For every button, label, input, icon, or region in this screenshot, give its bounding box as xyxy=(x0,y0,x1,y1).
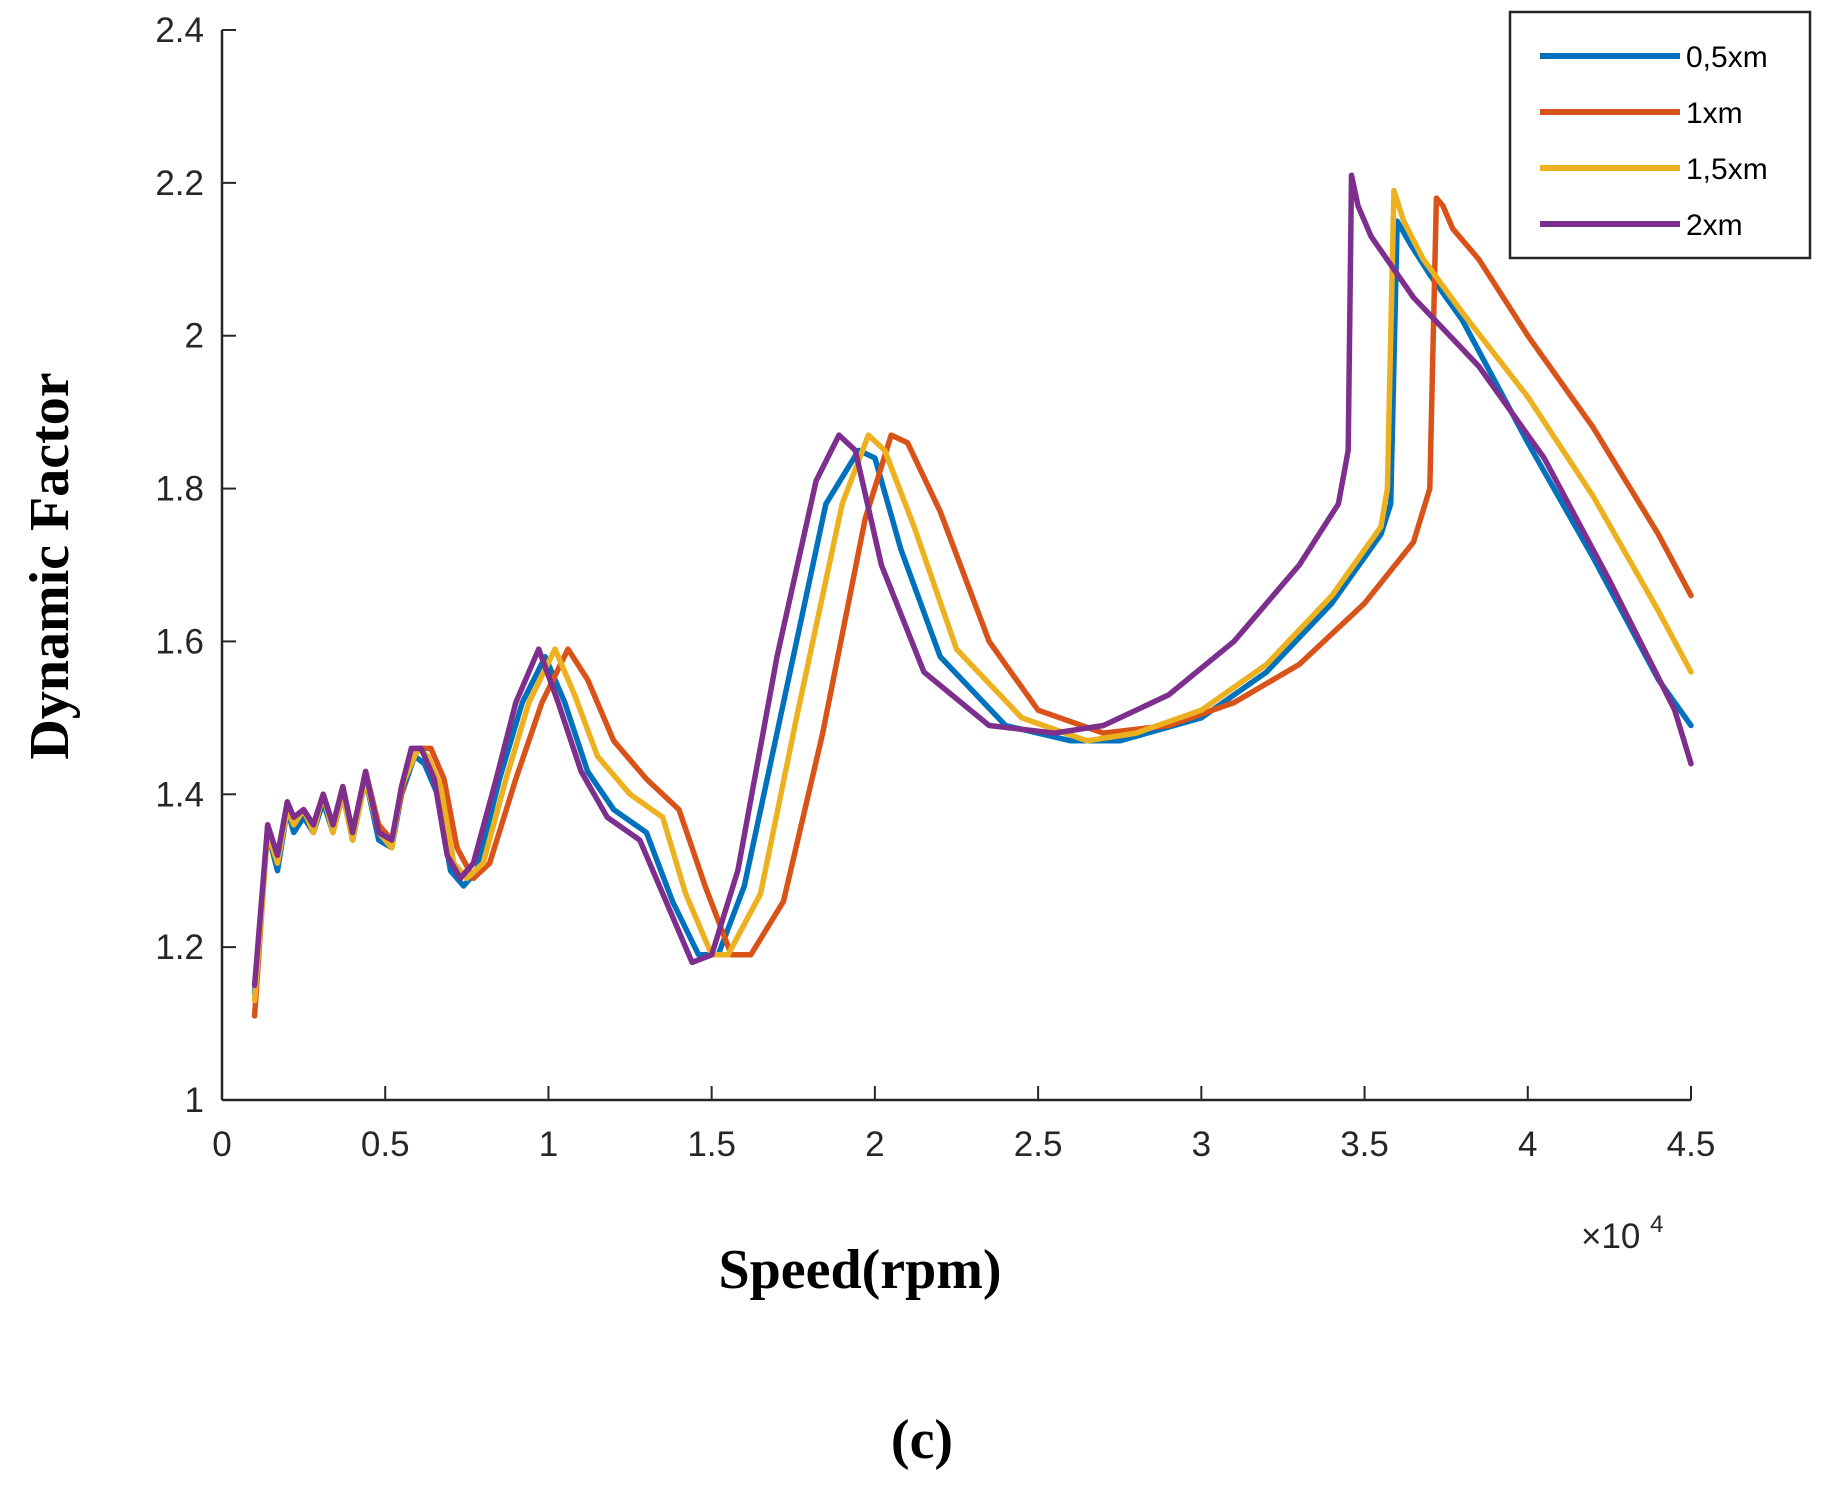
legend-item: 1xm xyxy=(1540,97,1743,130)
y-tick-label: 2 xyxy=(185,317,204,356)
x-tick-label: 2.5 xyxy=(1014,1125,1063,1164)
y-tick-label: 1.2 xyxy=(155,928,204,967)
x-tick-label: 1.5 xyxy=(687,1125,736,1164)
x-tick-label: 4.5 xyxy=(1667,1125,1716,1164)
x-axis-label: Speed(rpm) xyxy=(718,1239,1001,1301)
y-tick-label: 1.4 xyxy=(155,775,204,814)
svg-text:×10 4: ×10 4 xyxy=(1581,1211,1663,1256)
y-tick-label: 1.6 xyxy=(155,622,204,661)
legend-item: 1,5xm xyxy=(1540,153,1768,186)
y-axis-ticks: 1 1.2 1.4 1.6 1.8 2 2.2 2.4 xyxy=(155,11,236,1120)
x-tick-label: 0 xyxy=(212,1125,231,1164)
legend: 0,5xm 1xm 1,5xm 2xm xyxy=(1508,10,1812,260)
x-tick-label: 1 xyxy=(539,1125,558,1164)
x-tick-label: 0.5 xyxy=(361,1125,410,1164)
x-multiplier-exponent: 4 xyxy=(1650,1211,1663,1238)
y-tick-label: 2.4 xyxy=(155,11,204,50)
legend-label: 1xm xyxy=(1686,97,1743,130)
series-line-2 xyxy=(251,195,1694,1019)
panel-label: (c) xyxy=(891,1409,953,1471)
x-tick-label: 2 xyxy=(865,1125,884,1164)
y-tick-label: 2.2 xyxy=(155,164,204,203)
legend-item: 2xm xyxy=(1540,209,1743,242)
x-axis-ticks: 0 0.5 1 1.5 2 2.5 3 3.5 4 4.5 xyxy=(212,1086,1715,1164)
series-layer xyxy=(251,172,1694,1019)
plot-area xyxy=(220,30,1691,1102)
legend-label: 2xm xyxy=(1686,209,1743,242)
legend-label: 0,5xm xyxy=(1686,41,1768,74)
series-line-4 xyxy=(251,172,1694,989)
x-tick-label: 4 xyxy=(1518,1125,1537,1164)
y-tick-label: 1 xyxy=(185,1081,204,1120)
x-axis-multiplier: ×10 4 xyxy=(1581,1211,1663,1256)
legend-item: 0,5xm xyxy=(1540,41,1768,74)
x-multiplier-base: ×10 xyxy=(1581,1217,1640,1256)
x-tick-label: 3.5 xyxy=(1340,1125,1389,1164)
legend-label: 1,5xm xyxy=(1686,153,1768,186)
y-axis-label: Dynamic Factor xyxy=(19,372,81,759)
x-tick-label: 3 xyxy=(1192,1125,1211,1164)
y-tick-label: 1.8 xyxy=(155,470,204,509)
